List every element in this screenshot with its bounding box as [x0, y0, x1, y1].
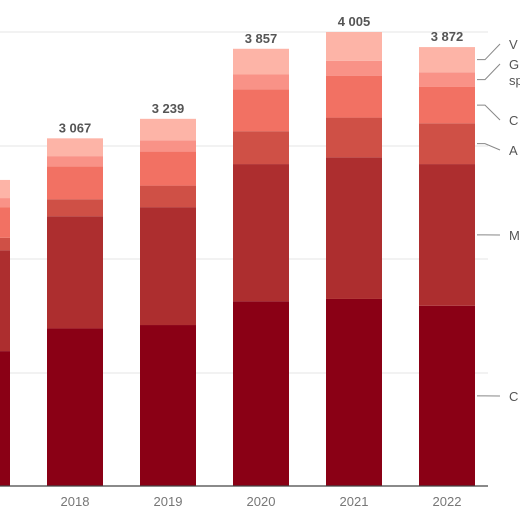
bar-segment-2021-s0 — [326, 298, 382, 486]
bar-segment-2020-s2 — [233, 131, 289, 165]
bar-segment-2019-s2 — [140, 185, 196, 208]
legend-label-3: C — [509, 113, 518, 128]
bar-segment-2021-s4 — [326, 60, 382, 76]
bar-segment-2017-s1 — [0, 250, 10, 352]
total-label-2020: 3 857 — [245, 31, 278, 46]
legend-label-5: V — [509, 37, 518, 52]
bar-segment-2021-s1 — [326, 157, 382, 299]
bar-segment-2017-s3 — [0, 207, 10, 238]
legend-label-0: C — [509, 389, 518, 404]
total-label-2022: 3 872 — [431, 29, 464, 44]
legend-label-4-line2: sp — [509, 73, 520, 88]
bar-segment-2017-s4 — [0, 198, 10, 208]
bar-segment-2020-s0 — [233, 301, 289, 486]
bar-segment-2019-s5 — [140, 118, 196, 141]
bar-segment-2020-s5 — [233, 48, 289, 75]
total-labels: 3 067 3 239 3 857 4 005 3 872 — [59, 14, 464, 135]
bar-segment-2019-s4 — [140, 140, 196, 152]
bar-segment-2022-s5 — [419, 47, 475, 73]
legend-leader-4 — [477, 63, 501, 81]
bar-segment-2019-s1 — [140, 207, 196, 326]
bar-segment-2018-s1 — [47, 216, 103, 329]
legend-leader-5 — [477, 43, 501, 61]
bar-segment-2018-s0 — [47, 328, 103, 486]
total-label-2021: 4 005 — [338, 14, 371, 29]
legend-leader-2 — [477, 143, 501, 151]
legend-label-1: M — [509, 228, 520, 243]
total-label-2018: 3 067 — [59, 120, 92, 135]
legend-leader-3 — [477, 104, 501, 121]
bar-segment-2017-s5 — [0, 179, 10, 199]
bar-segment-2020-s3 — [233, 89, 289, 132]
x-tick-label-2020: 2020 — [247, 494, 276, 509]
bar-stacks — [0, 32, 475, 486]
x-tick-label-2022: 2022 — [433, 494, 462, 509]
bar-segment-2019-s3 — [140, 151, 196, 186]
bar-segment-2018-s5 — [47, 138, 103, 157]
bar-segment-2020-s1 — [233, 164, 289, 302]
bar-segment-2022-s4 — [419, 72, 475, 87]
bar-segment-2017-s0 — [0, 351, 10, 486]
bar-segment-2022-s0 — [419, 305, 475, 486]
legend-label-2: A — [509, 143, 518, 158]
x-tick-label-2019: 2019 — [154, 494, 183, 509]
bar-segment-2021-s5 — [326, 32, 382, 61]
legend-label-4: G — [509, 57, 519, 72]
bar-segment-2021-s2 — [326, 117, 382, 158]
bar-segment-2022-s2 — [419, 123, 475, 165]
total-label-2019: 3 239 — [152, 101, 185, 116]
bar-segment-2019-s0 — [140, 325, 196, 486]
bar-segment-2018-s2 — [47, 199, 103, 217]
bar-segment-2021-s3 — [326, 75, 382, 118]
bar-segment-2020-s4 — [233, 74, 289, 90]
bar-segment-2022-s3 — [419, 86, 475, 124]
bar-segment-2018-s3 — [47, 166, 103, 200]
x-tick-label-2021: 2021 — [340, 494, 369, 509]
bar-segment-2022-s1 — [419, 164, 475, 306]
bar-segment-2018-s4 — [47, 156, 103, 167]
x-tick-label-2018: 2018 — [61, 494, 90, 509]
bar-segment-2017-s2 — [0, 237, 10, 251]
x-axis: 2018 2019 2020 2021 2022 — [0, 485, 488, 509]
